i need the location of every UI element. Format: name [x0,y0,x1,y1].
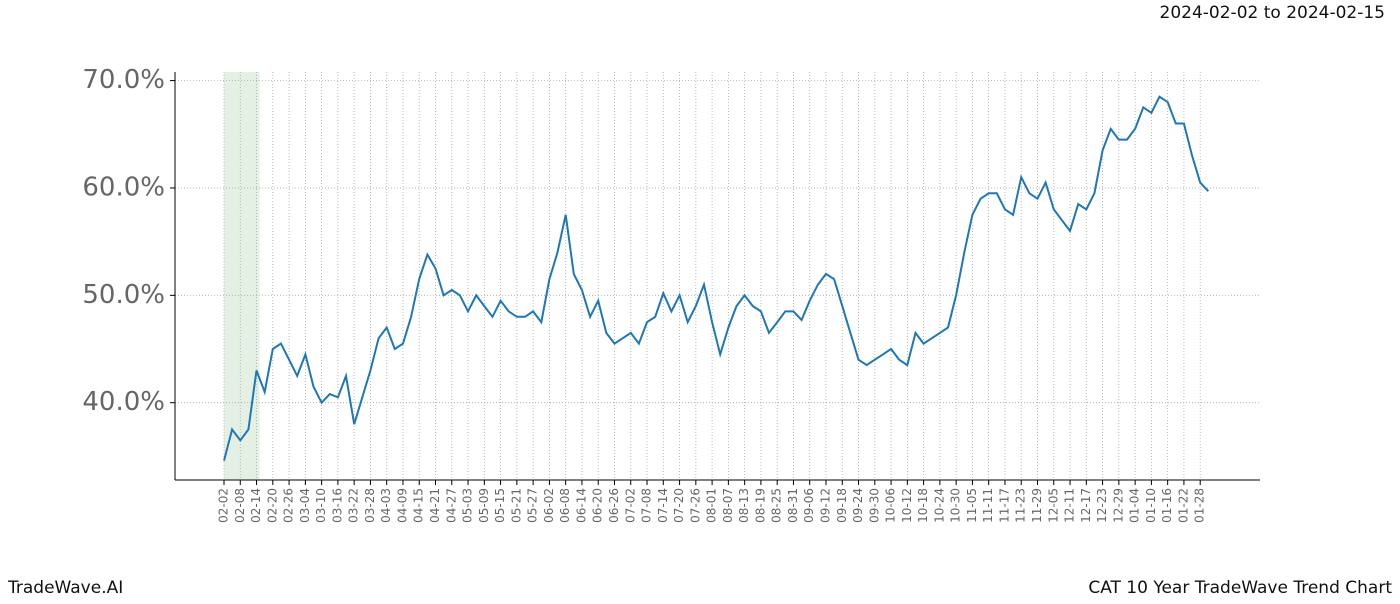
y-tick-label: 60.0% [82,172,165,202]
chart-subtitle: 2024-02-02 to 2024-02-15 [1160,3,1385,23]
x-tick-label: 03-22 [347,488,361,523]
x-tick-label: 09-18 [835,488,849,523]
x-tick-label: 06-26 [607,488,621,523]
x-tick-label: 02-14 [249,488,263,523]
x-tick-label: 12-05 [1046,488,1060,523]
footer-right: CAT 10 Year TradeWave Trend Chart [1088,578,1392,598]
x-tick-label: 12-23 [1095,488,1109,523]
series-line [223,95,1210,461]
x-tick-label: 04-09 [395,488,409,523]
x-tick-label: 07-14 [656,488,670,523]
x-tick-label: 10-18 [916,488,930,523]
x-tick-label: 01-16 [1160,488,1174,523]
x-tick-label: 06-20 [591,488,605,523]
x-tick-label: 07-02 [623,488,637,523]
x-tick-label: 06-02 [542,488,556,523]
x-tick-label: 10-30 [949,488,963,523]
x-tick-label: 03-16 [330,488,344,523]
x-tick-label: 05-15 [493,488,507,523]
x-tick-label: 10-24 [932,488,946,523]
highlight-span [224,72,260,480]
x-tick-label: 07-20 [672,488,686,523]
x-tick-label: 11-23 [1014,488,1028,523]
x-tick-label: 11-05 [965,488,979,523]
x-tick-label: 09-30 [867,488,881,523]
x-tick-label: 01-04 [1128,488,1142,523]
x-tick-label: 10-06 [884,488,898,523]
x-tick-label: 04-27 [444,488,458,523]
x-tick-label: 02-20 [265,488,279,523]
x-tick-label: 10-12 [900,488,914,523]
x-tick-label: 08-01 [705,488,719,523]
x-tick-label: 06-14 [574,488,588,523]
y-tick-label: 50.0% [82,280,165,310]
x-tick-label: 07-08 [640,488,654,523]
x-tick-label: 05-03 [461,488,475,523]
x-tick-label: 03-28 [363,488,377,523]
x-tick-label: 05-09 [477,488,491,523]
x-tick-label: 02-02 [217,488,231,523]
x-tick-label: 01-22 [1176,488,1190,523]
x-tick-label: 04-03 [379,488,393,523]
x-tick-label: 07-26 [688,488,702,523]
x-tick-label: 01-10 [1144,488,1158,523]
x-tick-label: 05-27 [526,488,540,523]
x-tick-label: 11-17 [997,488,1011,523]
x-tick-label: 06-08 [558,488,572,523]
y-tick-label: 70.0% [82,65,165,95]
x-tick-label: 08-13 [737,488,751,523]
x-tick-label: 04-21 [428,488,442,523]
x-tick-label: 08-07 [721,488,735,523]
y-tick-label: 40.0% [82,387,165,417]
x-tick-label: 12-29 [1111,488,1125,523]
x-tick-label: 09-24 [851,488,865,523]
x-tick-label: 03-10 [314,488,328,523]
x-tick-label: 09-06 [802,488,816,523]
x-tick-label: 11-29 [1030,488,1044,523]
x-tick-label: 04-15 [412,488,426,523]
x-tick-label: 08-25 [770,488,784,523]
x-tick-label: 11-11 [981,488,995,523]
x-tick-label: 12-11 [1063,488,1077,523]
x-tick-label: 02-26 [282,488,296,523]
footer-left: TradeWave.AI [7,578,123,598]
x-tick-label: 12-17 [1079,488,1093,523]
x-tick-label: 09-12 [818,488,832,523]
x-tick-label: 03-04 [298,488,312,523]
x-tick-label: 02-08 [233,488,247,523]
x-tick-label: 01-28 [1193,488,1207,523]
x-tick-label: 05-21 [509,488,523,523]
x-tick-label: 08-31 [786,488,800,523]
x-tick-label: 08-19 [753,488,767,523]
